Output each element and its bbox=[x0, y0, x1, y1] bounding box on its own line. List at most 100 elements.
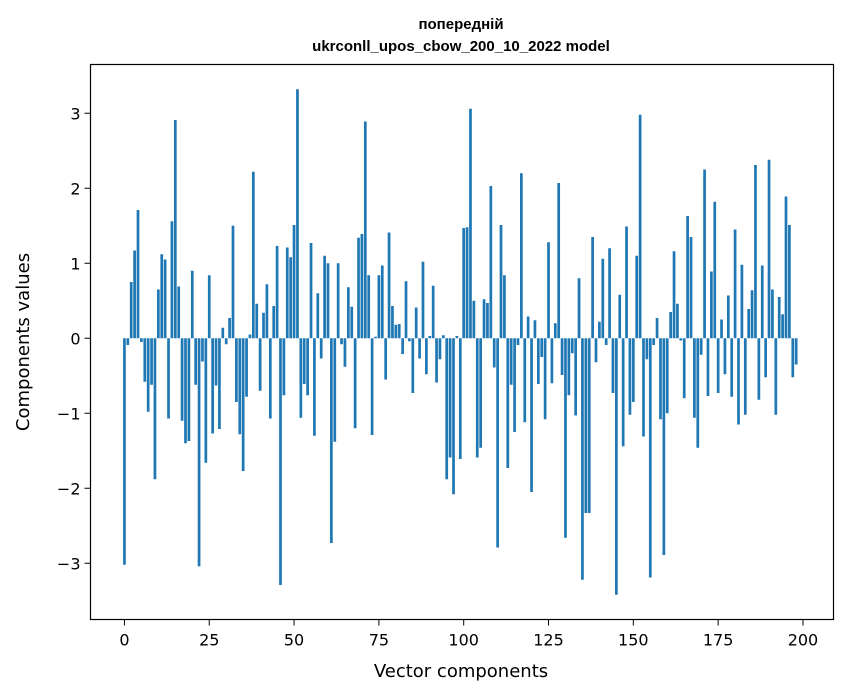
x-axis-ticks: 0 25 50 75 100 125 150 175 200 bbox=[119, 619, 819, 650]
bar-component-100 bbox=[462, 228, 466, 339]
bar-component-182 bbox=[740, 264, 744, 339]
bar-component-172 bbox=[706, 338, 710, 396]
bar-component-190 bbox=[767, 159, 771, 339]
y-tick-label: −1 bbox=[57, 404, 81, 423]
bar-component-88 bbox=[421, 261, 425, 339]
bar-component-122 bbox=[536, 338, 540, 384]
bar-component-75 bbox=[377, 275, 381, 339]
bar-component-66 bbox=[346, 287, 350, 339]
bar-component-144 bbox=[611, 338, 615, 393]
bar-component-3 bbox=[133, 250, 136, 339]
bar-component-71 bbox=[363, 121, 367, 339]
bar-component-137 bbox=[587, 338, 591, 513]
bar-component-98 bbox=[455, 336, 459, 339]
bar-component-36 bbox=[245, 338, 248, 397]
bar-component-77 bbox=[384, 338, 388, 380]
y-tick-label: −3 bbox=[57, 554, 81, 573]
bar-component-193 bbox=[777, 297, 781, 339]
bar-component-61 bbox=[330, 338, 333, 543]
bar-component-129 bbox=[560, 338, 564, 375]
y-tick-label: 1 bbox=[70, 254, 80, 273]
bar-component-148 bbox=[625, 226, 628, 339]
bar-component-69 bbox=[357, 237, 360, 339]
bar-component-154 bbox=[645, 338, 649, 360]
bar-component-57 bbox=[316, 293, 320, 339]
bar-component-120 bbox=[530, 338, 533, 492]
bar-component-138 bbox=[591, 237, 594, 339]
bar-component-25 bbox=[207, 275, 211, 339]
x-tick-label: 125 bbox=[533, 631, 564, 650]
bar-component-26 bbox=[211, 338, 214, 434]
bars-group bbox=[123, 89, 798, 595]
bar-component-74 bbox=[374, 336, 377, 339]
bar-component-106 bbox=[482, 299, 486, 339]
bar-component-168 bbox=[693, 338, 696, 418]
x-tick-label: 200 bbox=[788, 631, 819, 650]
x-axis-label: Vector components bbox=[374, 661, 548, 682]
bar-component-65 bbox=[343, 338, 347, 367]
bar-component-90 bbox=[428, 336, 432, 339]
bar-component-58 bbox=[319, 338, 323, 359]
bar-component-127 bbox=[553, 323, 557, 339]
bar-component-194 bbox=[781, 314, 784, 339]
bar-component-81 bbox=[397, 324, 401, 339]
bar-component-174 bbox=[713, 201, 717, 339]
bar-component-109 bbox=[492, 338, 496, 368]
bar-component-29 bbox=[221, 327, 225, 339]
y-tick-label: 3 bbox=[70, 104, 80, 123]
bar-component-64 bbox=[340, 338, 343, 345]
bar-component-40 bbox=[258, 338, 262, 391]
bar-component-16 bbox=[177, 286, 181, 339]
bar-component-162 bbox=[672, 251, 676, 339]
bar-component-112 bbox=[503, 275, 506, 339]
bar-component-60 bbox=[326, 263, 330, 339]
bar-component-42 bbox=[265, 284, 269, 339]
bar-component-83 bbox=[404, 281, 408, 339]
bar-component-6 bbox=[143, 338, 147, 382]
bar-component-46 bbox=[279, 338, 282, 585]
bar-component-103 bbox=[472, 300, 476, 339]
bar-component-72 bbox=[367, 275, 371, 339]
bar-component-141 bbox=[601, 258, 605, 339]
plot-frame bbox=[89, 63, 835, 621]
bar-component-188 bbox=[760, 265, 764, 339]
bar-component-34 bbox=[238, 338, 242, 435]
bar-component-39 bbox=[255, 303, 259, 339]
bar-component-180 bbox=[733, 229, 737, 339]
bar-component-86 bbox=[414, 307, 418, 339]
bar-component-184 bbox=[747, 309, 751, 339]
bar-component-121 bbox=[533, 320, 537, 339]
bar-component-38 bbox=[251, 171, 255, 339]
bar-component-153 bbox=[642, 338, 645, 437]
bar-component-167 bbox=[689, 237, 693, 339]
bar-component-78 bbox=[387, 232, 391, 339]
bar-component-110 bbox=[496, 338, 499, 548]
bar-component-70 bbox=[360, 234, 364, 339]
bar-component-166 bbox=[686, 216, 689, 339]
bar-component-125 bbox=[547, 242, 550, 339]
bar-component-33 bbox=[235, 338, 238, 402]
bar-component-17 bbox=[180, 338, 184, 421]
bar-component-97 bbox=[452, 338, 455, 495]
bar-component-14 bbox=[170, 221, 174, 339]
bar-component-24 bbox=[204, 338, 208, 463]
bar-component-185 bbox=[750, 290, 754, 339]
bar-component-119 bbox=[526, 316, 530, 339]
bar-component-15 bbox=[173, 120, 177, 339]
bar-component-175 bbox=[716, 338, 720, 393]
bar-component-11 bbox=[160, 254, 164, 339]
bar-component-195 bbox=[784, 196, 788, 339]
bar-component-54 bbox=[306, 338, 309, 396]
bar-component-47 bbox=[282, 338, 286, 396]
bar-component-30 bbox=[224, 338, 228, 345]
bar-component-52 bbox=[299, 338, 303, 418]
bar-component-19 bbox=[187, 338, 191, 441]
bar-component-80 bbox=[394, 324, 398, 339]
x-tick-label: 25 bbox=[199, 631, 219, 650]
bar-component-37 bbox=[248, 334, 252, 339]
chart-title-line2: ukrconll_upos_cbow_200_10_2022 model bbox=[312, 38, 610, 55]
bar-component-41 bbox=[262, 312, 265, 339]
bar-component-76 bbox=[380, 265, 384, 339]
bar-component-158 bbox=[659, 338, 662, 420]
